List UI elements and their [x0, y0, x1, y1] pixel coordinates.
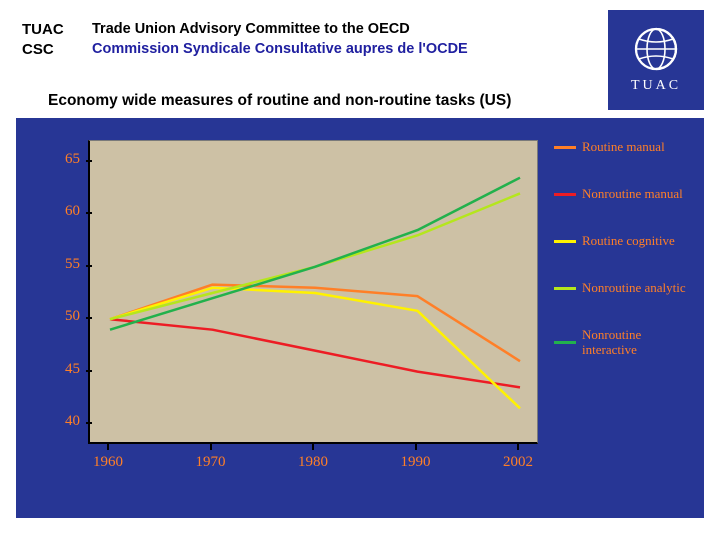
abbrev-line-2: CSC [22, 40, 92, 60]
x-tick-mark [210, 444, 212, 450]
legend-label: Nonroutine interactive [582, 328, 696, 358]
y-tick-mark [86, 212, 92, 214]
legend: Routine manual Nonroutine manual Routine c… [554, 140, 696, 390]
y-tick-label: 60 [52, 203, 80, 220]
series-line [110, 319, 520, 387]
legend-swatch [554, 193, 576, 196]
legend-label: Nonroutine manual [582, 187, 683, 202]
legend-label: Routine cognitive [582, 234, 675, 249]
y-tick-mark [86, 370, 92, 372]
x-tick-label: 1960 [93, 454, 123, 471]
legend-label: Routine manual [582, 140, 665, 155]
legend-swatch [554, 287, 576, 290]
legend-swatch [554, 146, 576, 149]
legend-swatch [554, 240, 576, 243]
logo-glyph-icon [633, 26, 679, 72]
logo-text: TUAC [631, 78, 681, 94]
org-full-name: Trade Union Advisory Committee to the OE… [92, 20, 468, 59]
legend-item: Nonroutine analytic [554, 281, 696, 296]
org-line-2: Commission Syndicale Consultative aupres… [92, 40, 468, 60]
plot-area [88, 140, 538, 444]
x-tick-label: 1980 [298, 454, 328, 471]
org-abbrev: TUAC CSC [22, 20, 92, 59]
x-tick-mark [517, 444, 519, 450]
y-tick-mark [86, 317, 92, 319]
legend-item: Nonroutine interactive [554, 328, 696, 358]
y-tick-label: 65 [52, 151, 80, 168]
legend-swatch [554, 341, 576, 344]
y-tick-mark [86, 160, 92, 162]
x-tick-label: 2002 [503, 454, 533, 471]
legend-item: Nonroutine manual [554, 187, 696, 202]
chart-container: 40 45 50 55 60 65 1960 1970 1980 1990 2002 Routin… [16, 118, 704, 518]
legend-item: Routine manual [554, 140, 696, 155]
tuac-logo: TUAC [608, 10, 704, 110]
x-tick-label: 1970 [196, 454, 226, 471]
y-tick-mark [86, 422, 92, 424]
legend-label: Nonroutine analytic [582, 281, 686, 296]
series-line [110, 288, 520, 409]
y-tick-label: 40 [52, 413, 80, 430]
x-tick-mark [415, 444, 417, 450]
x-tick-label: 1990 [401, 454, 431, 471]
x-tick-mark [312, 444, 314, 450]
y-tick-mark [86, 265, 92, 267]
chart-title: Economy wide measures of routine and non… [48, 92, 511, 110]
x-tick-mark [107, 444, 109, 450]
line-chart-svg [90, 141, 540, 445]
y-tick-label: 55 [52, 256, 80, 273]
series-line [110, 178, 520, 330]
legend-item: Routine cognitive [554, 234, 696, 249]
y-tick-label: 45 [52, 361, 80, 378]
y-tick-label: 50 [52, 308, 80, 325]
org-line-1: Trade Union Advisory Committee to the OE… [92, 20, 468, 40]
slide: TUAC CSC Trade Union Advisory Committee … [0, 0, 720, 540]
abbrev-line-1: TUAC [22, 20, 92, 40]
